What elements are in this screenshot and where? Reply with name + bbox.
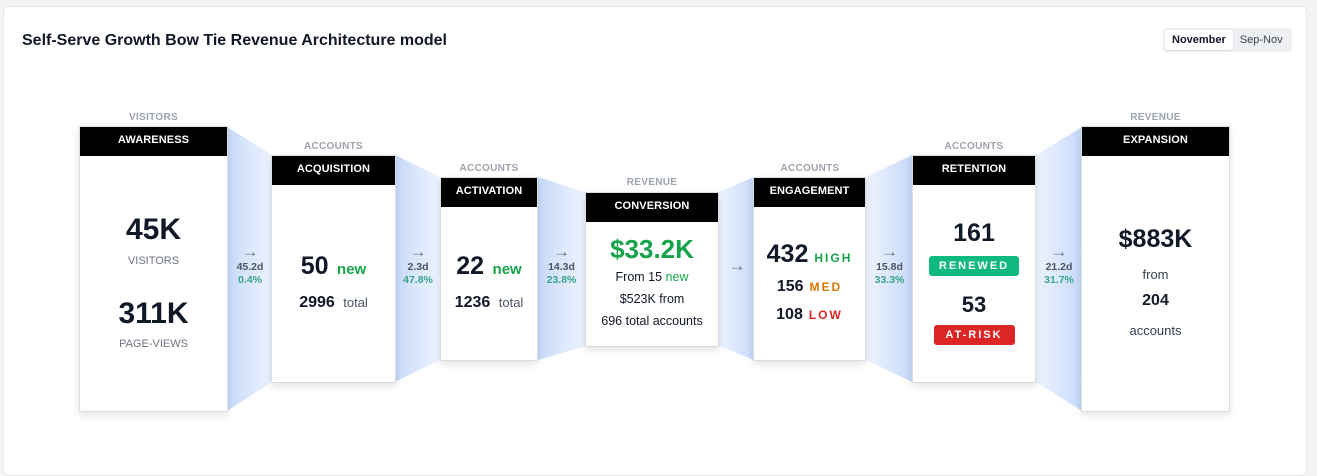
expansion-accounts-value: 204 [1142,292,1169,309]
expansion-header: EXPANSION [1082,127,1229,156]
engagement-kind-label: ACCOUNTS [780,163,840,174]
stage-retention: RETENTION 161 RENEWED 53 AT-RISK [912,155,1036,383]
engagement-med-row: 156 MED [754,278,865,296]
stage-conversion: CONVERSION $33.2K From 15 new $523K from… [585,192,719,347]
transition-awareness-acquisition: → 45.2d 0.4% [230,243,270,287]
acquisition-new-label: new [337,261,367,278]
retention-kind-label: ACCOUNTS [944,141,1004,152]
transition-days: 15.8d [876,261,903,273]
transition-activation-conversion: → 14.3d 23.8% [540,243,583,287]
period-toggle: November Sep-Nov [1163,28,1292,52]
awareness-kind-label: VISITORS [129,112,178,123]
engagement-header: ENGAGEMENT [754,178,865,207]
activation-total-value: 1236 [454,294,491,311]
toggle-november[interactable]: November [1165,30,1233,50]
conversion-line1: From 15 new [586,270,718,284]
expansion-value: $883K [1118,225,1193,253]
arrow-icon: → [241,242,259,261]
activation-total-label: total [498,295,524,310]
page-title: Self-Serve Growth Bow Tie Revenue Archit… [22,32,447,49]
transition-rate: 31.7% [1044,274,1074,286]
conversion-line2: $523K from [619,292,685,306]
visitors-label: VISITORS [127,255,180,267]
connector-activation-conversion [538,177,585,360]
stage-acquisition: ACQUISITION 50 new 2996 total [271,155,396,383]
activation-new-label: new [492,261,522,278]
conversion-kind-label: REVENUE [626,177,678,188]
acquisition-new: 50 new [272,252,395,281]
visitors-value: 45K [125,213,182,246]
transition-rate: 33.3% [874,274,905,286]
connector-awareness-acquisition [227,127,272,411]
at-risk-badge-wrap: AT-RISK [913,325,1035,345]
transition-days: 21.2d [1045,261,1073,273]
engagement-low-value: 108 [776,306,803,323]
connector-acquisition-activation [395,155,440,382]
arrow-icon: → [553,242,570,261]
arrow-icon: → [881,242,898,261]
expansion-kind-label: REVENUE [1130,112,1181,123]
engagement-high-row: 432 HIGH [754,240,865,269]
stage-expansion: EXPANSION $883K from 204 accounts [1081,126,1230,412]
engagement-low-label: LOW [808,308,843,322]
connector-engagement-retention [866,155,912,382]
activation-header: ACTIVATION [441,178,537,207]
at-risk-badge: AT-RISK [933,325,1015,345]
renewed-value: 161 [953,219,995,247]
transition-engagement-retention: → 15.8d 33.3% [868,243,911,287]
transition-conversion-engagement: → [721,257,753,275]
transition-days: 45.2d [236,261,264,273]
retention-header: RETENTION [913,156,1035,185]
awareness-header: AWARENESS [80,127,227,156]
transition-days: 14.3d [548,261,575,273]
arrow-icon: → [1050,242,1068,261]
conversion-from-new-count: From 15 [615,270,663,284]
arrow-icon: → [409,242,427,261]
arrow-icon: → [728,256,746,275]
renewed-badge-wrap: RENEWED [913,256,1035,276]
activation-new-value: 22 [456,252,485,280]
conversion-line3: 696 total accounts [601,314,703,328]
engagement-low-row: 108 LOW [754,306,865,324]
engagement-med-label: MED [809,280,843,294]
page-views-value: 311K [118,297,189,330]
toggle-sep-nov[interactable]: Sep-Nov [1239,34,1283,46]
acquisition-total-label: total [343,295,368,310]
renewed-badge: RENEWED [929,256,1019,276]
engagement-high-label: HIGH [814,251,853,265]
conversion-new-label: new [665,270,689,284]
transition-retention-expansion: → 21.2d 31.7% [1038,243,1080,287]
acquisition-total-value: 2996 [299,294,335,311]
activation-new: 22 new [441,252,537,281]
stage-awareness: AWARENESS 45K VISITORS 311K PAGE-VIEWS [79,126,228,412]
stage-engagement: ENGAGEMENT 432 HIGH 156 MED 108 LOW [753,177,866,361]
acquisition-total: 2996 total [272,294,395,312]
conversion-header: CONVERSION [586,193,718,222]
connector-conversion-engagement [719,177,754,360]
acquisition-new-value: 50 [300,252,329,280]
activation-total: 1236 total [441,294,537,312]
transition-rate: 0.4% [238,274,262,286]
acquisition-header: ACQUISITION [272,156,395,185]
at-risk-value: 53 [961,292,987,317]
expansion-from: from [1142,267,1169,282]
transition-days: 2.3d [407,261,429,273]
connector-retention-expansion [1036,127,1082,411]
transition-rate: 23.8% [546,274,577,286]
engagement-high-value: 432 [766,240,809,268]
stage-activation: ACTIVATION 22 new 1236 total [440,177,538,361]
expansion-accounts-label: accounts [1129,323,1182,338]
engagement-med-value: 156 [776,278,804,295]
page-views-label: PAGE-VIEWS [119,338,188,350]
acquisition-kind-label: ACCOUNTS [303,141,364,152]
conversion-value: $33.2K [610,234,694,264]
activation-kind-label: ACCOUNTS [459,163,519,174]
transition-acquisition-activation: → 2.3d 47.8% [397,243,439,287]
transition-rate: 47.8% [403,274,433,286]
